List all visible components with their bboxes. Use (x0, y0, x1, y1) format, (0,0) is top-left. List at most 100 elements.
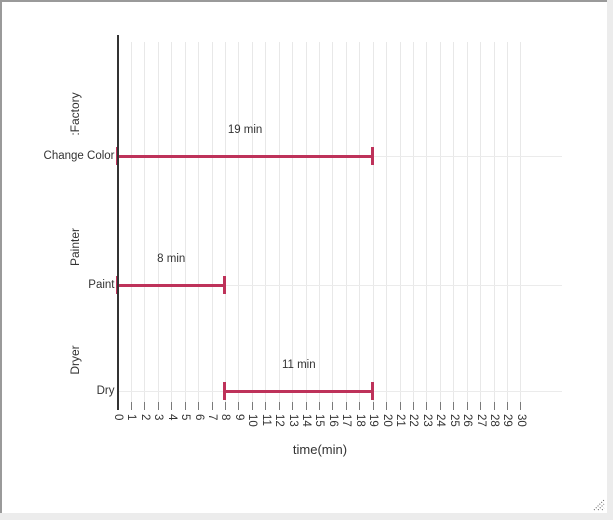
axis-tick (318, 402, 320, 410)
tick-label: 14 (300, 414, 313, 427)
grid-line (412, 42, 414, 410)
axis-tick (265, 402, 267, 410)
axis-tick (372, 402, 374, 410)
axis-tick (238, 402, 240, 410)
axis-tick (198, 402, 200, 410)
duration-label: 8 min (157, 253, 186, 265)
chart-panel: time(min) 0 1 2 3 4 5 6 7 8 9 10 11 12 13 14 15 16 17 18 19… (0, 0, 607, 513)
duration-label: 19 min (227, 124, 263, 136)
axis-tick (171, 402, 173, 410)
task-bar-start-cap (223, 382, 227, 400)
tick-label: 15 (313, 414, 326, 427)
grid-line (171, 42, 173, 410)
tick-label: 29 (501, 414, 514, 427)
tick-label: 9 (232, 414, 245, 421)
grid-line (372, 42, 374, 410)
task-bar-end-cap (223, 276, 227, 294)
task-bar (117, 154, 373, 158)
grid-line (386, 42, 388, 410)
section-label: :Factory (68, 92, 82, 136)
axis-tick (157, 402, 159, 410)
tick-label: 0 (112, 414, 124, 421)
tick-label: 12 (273, 414, 286, 427)
axis-tick (466, 402, 468, 410)
tick-label: 2 (138, 414, 151, 421)
axis-tick (224, 402, 226, 410)
duration-label: 11 min (281, 359, 316, 371)
grid-line (359, 42, 361, 410)
axis-tick (184, 402, 186, 410)
tick-label: 23 (420, 414, 433, 427)
tick-label: 27 (474, 414, 487, 427)
tick-label: 26 (461, 414, 474, 427)
row-line (117, 284, 562, 286)
grid-line (426, 42, 428, 410)
grid-line (265, 42, 267, 410)
axis-tick (426, 402, 428, 410)
axis-tick (305, 402, 307, 410)
tick-label: 6 (192, 414, 205, 421)
task-label: Paint (88, 279, 115, 291)
tick-label: 25 (447, 414, 460, 427)
grid-line (453, 42, 455, 410)
task-bar (117, 283, 225, 287)
grid-line (318, 42, 320, 410)
grid-line (224, 42, 226, 410)
task-bar (224, 389, 373, 393)
x-axis-title: time(min) (292, 442, 348, 457)
grid-line (493, 42, 495, 410)
tick-label: 20 (380, 414, 393, 427)
grid-line (520, 42, 522, 410)
axis-tick (292, 402, 294, 410)
axis-tick (144, 402, 146, 410)
grid-line (184, 42, 186, 410)
grid-line (399, 42, 401, 410)
tick-label: 11 (259, 414, 272, 426)
grid-line (238, 42, 240, 410)
axis-tick (386, 402, 388, 410)
grid-line (305, 42, 307, 410)
grid-line (466, 42, 468, 410)
task-label: Dry (96, 385, 115, 397)
tick-label: 13 (286, 414, 299, 427)
axis-tick (345, 402, 347, 410)
axis-tick (493, 402, 495, 410)
axis-tick (130, 402, 132, 410)
tick-label: 21 (394, 414, 407, 427)
axis-tick (251, 402, 253, 410)
task-label: Change Color (43, 150, 115, 162)
axis-tick (332, 402, 334, 410)
tick-label: 3 (152, 414, 165, 421)
tick-label: 8 (219, 414, 232, 421)
axis-tick (520, 402, 522, 410)
grid-line (251, 42, 253, 410)
axis-tick (453, 402, 455, 410)
grid-line (345, 42, 347, 410)
section-label: Dryer (68, 345, 82, 375)
axis-tick (412, 402, 414, 410)
axis-tick (211, 402, 213, 410)
grid-line (332, 42, 334, 410)
axis-tick (439, 402, 441, 410)
tick-label: 10 (246, 414, 259, 427)
tick-label: 16 (326, 414, 339, 427)
axis-tick (399, 402, 401, 410)
tick-label: 1 (125, 414, 138, 421)
grid-line (480, 42, 482, 410)
grid-line (278, 42, 280, 410)
task-bar-end-cap (371, 147, 375, 165)
axis-tick (480, 402, 482, 410)
grid-line (211, 42, 213, 410)
tick-label: 22 (407, 414, 420, 427)
grid-line (198, 42, 200, 410)
tick-label: 7 (206, 414, 218, 421)
grid-line (506, 42, 508, 410)
grid-line (157, 42, 159, 410)
tick-label: 19 (367, 414, 380, 427)
tick-label: 30 (514, 414, 527, 427)
resize-grip-icon[interactable] (592, 498, 605, 511)
task-bar-end-cap (371, 382, 375, 400)
tick-label: 5 (179, 414, 192, 421)
y-axis-line (117, 35, 119, 410)
grid-line (439, 42, 441, 410)
